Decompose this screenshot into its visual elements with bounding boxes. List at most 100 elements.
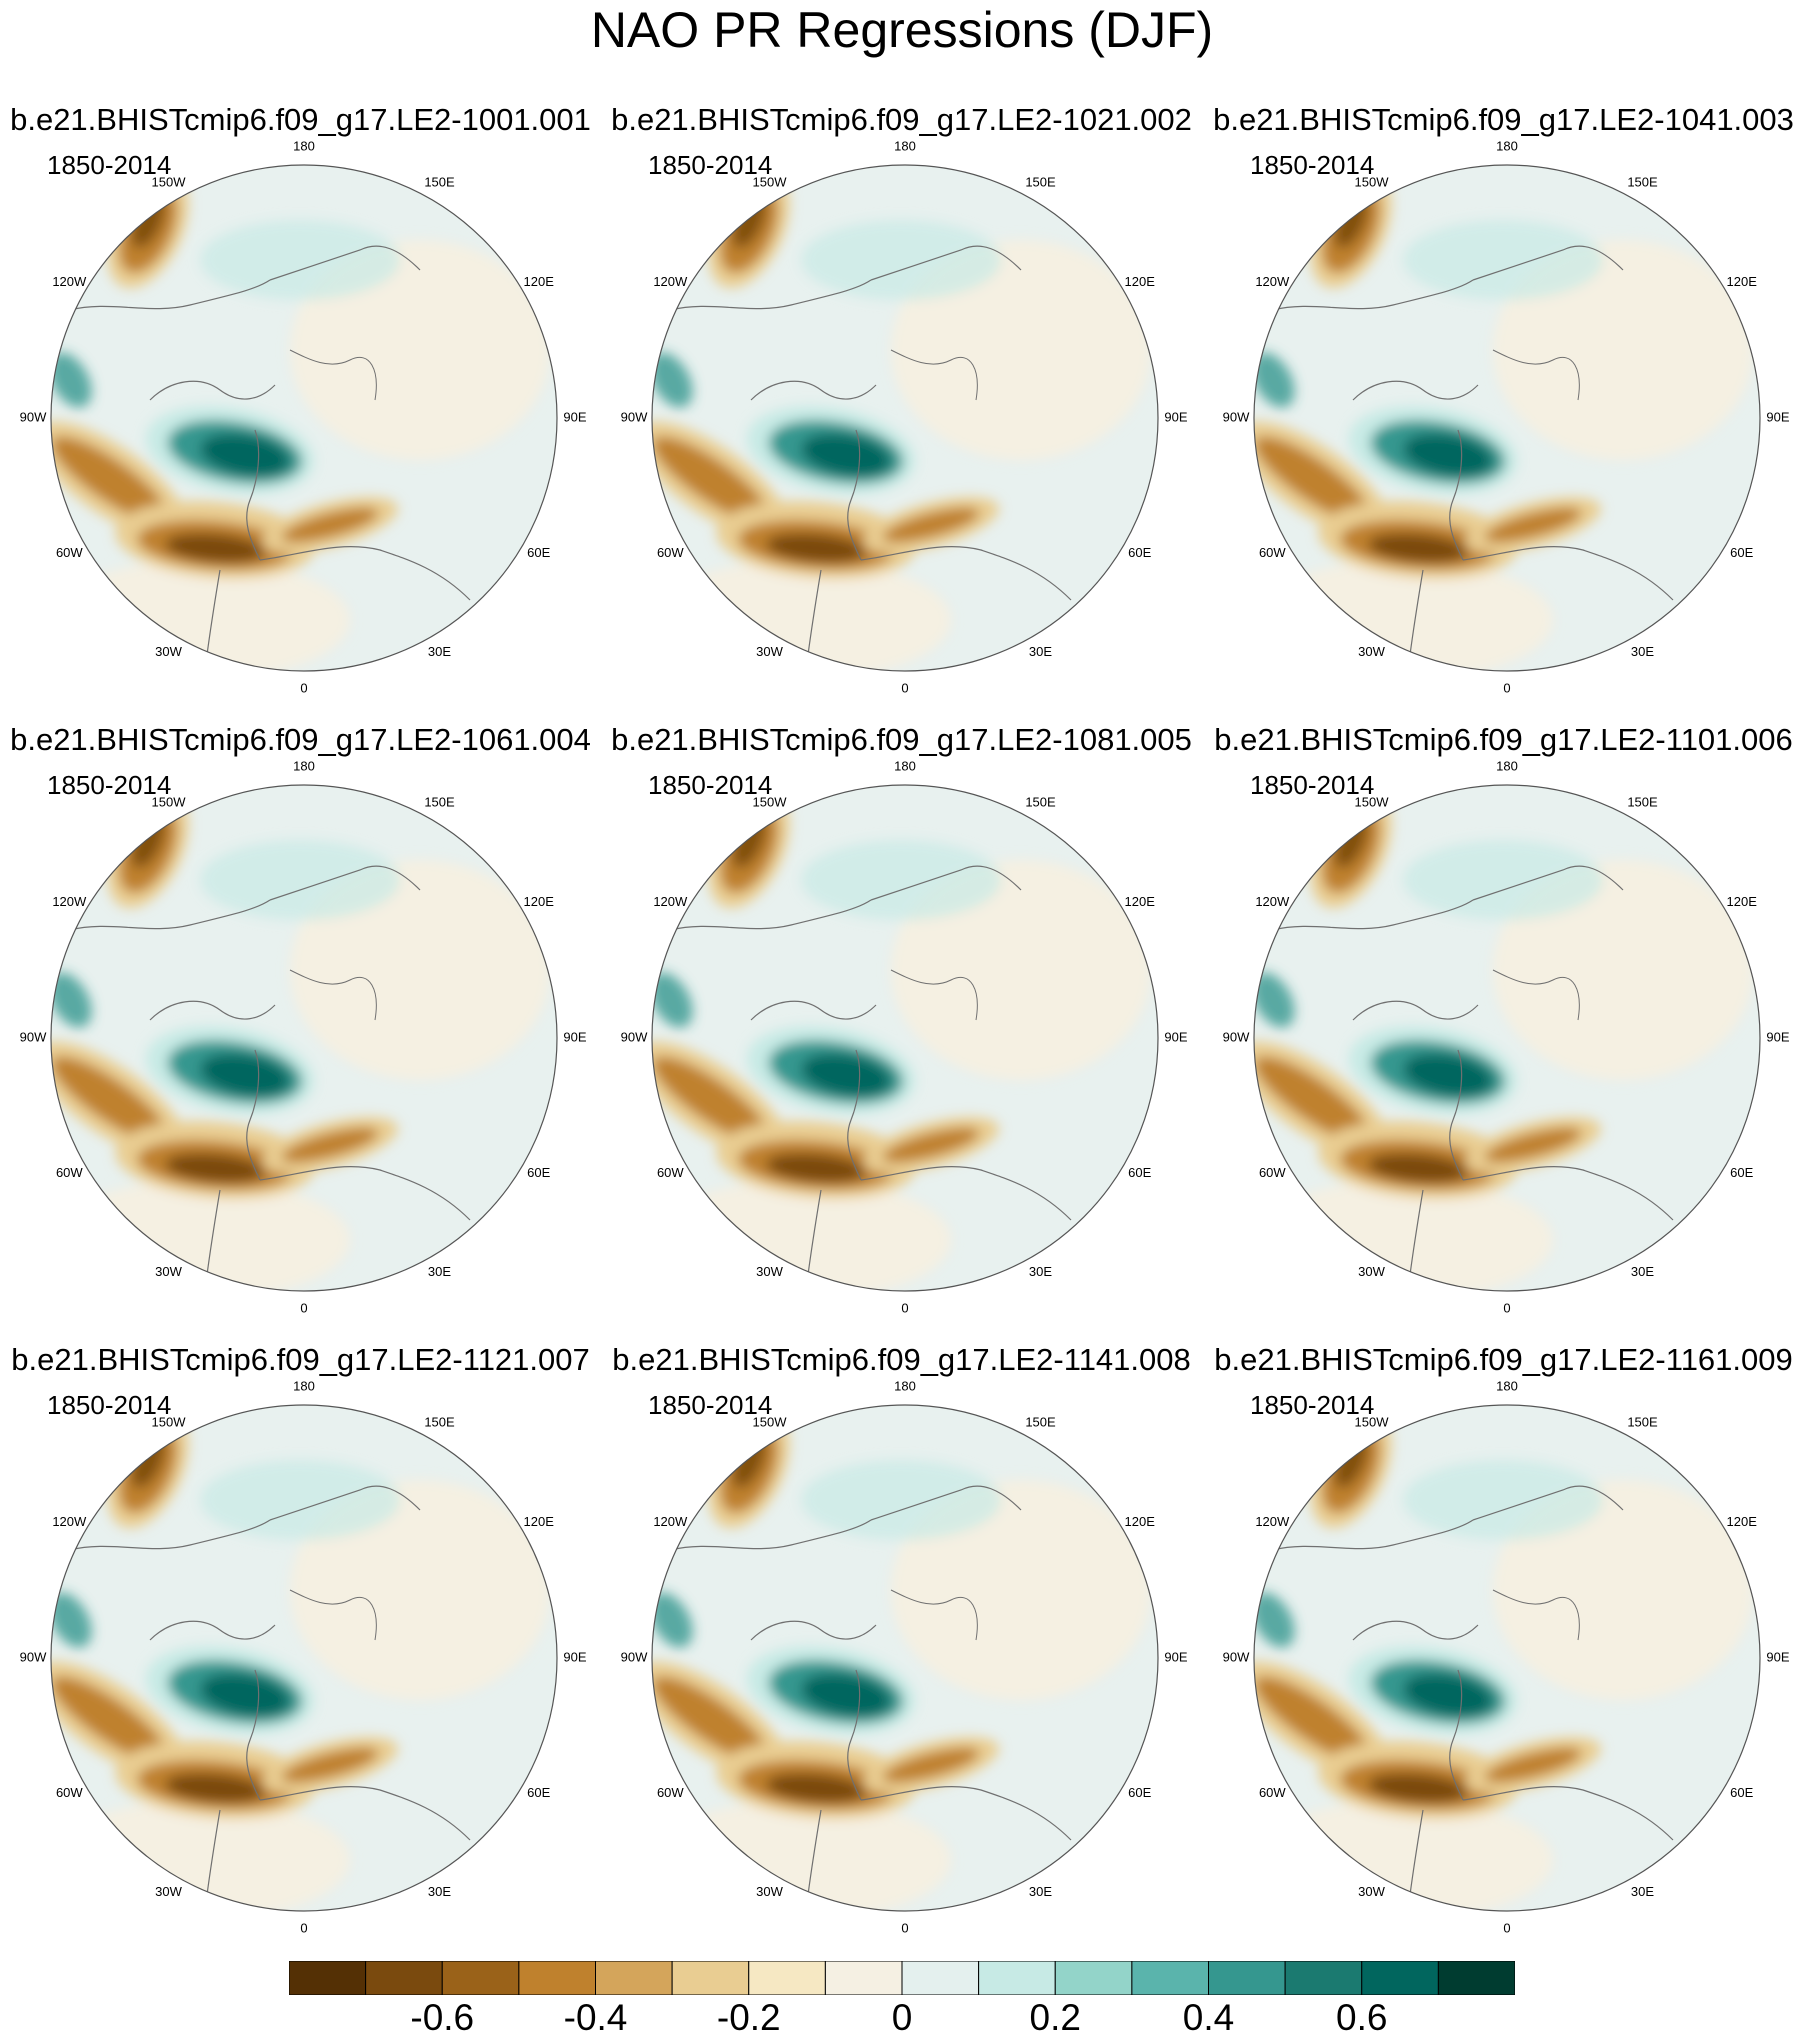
coastline <box>246 429 261 561</box>
europe-negative <box>281 507 379 543</box>
figure-title: NAO PR Regressions (DJF) <box>590 2 1214 58</box>
panel-period-label: 1850-2014 <box>1250 1390 1375 1420</box>
colorbar-tick-label: -0.4 <box>563 1997 628 2038</box>
coastline <box>289 1589 377 1641</box>
longitude-label: 30E <box>1029 1884 1052 1899</box>
longitude-label: 90W <box>1223 409 1250 424</box>
longitude-label: 90W <box>621 1649 648 1664</box>
coastline <box>69 279 271 311</box>
map-border <box>651 164 1159 672</box>
longitude-label: 120W <box>52 894 87 909</box>
europe-negative <box>281 1747 379 1783</box>
coastline <box>670 279 872 311</box>
colorbar-swatch <box>365 1961 443 1995</box>
light-positive-region <box>200 1460 400 1540</box>
neutral-region <box>290 860 550 1080</box>
longitude-label: 30W <box>155 1264 182 1279</box>
longitude-label: 60E <box>527 1785 550 1800</box>
longitude-label: 90W <box>20 1649 47 1664</box>
longitude-label: 30E <box>1631 1884 1654 1899</box>
longitude-label: 150W <box>753 1415 788 1430</box>
coastline <box>1462 1786 1674 1841</box>
coastline <box>149 380 276 401</box>
longitude-label: 150E <box>424 795 455 810</box>
panel-title: b.e21.BHISTcmip6.f09_g17.LE2-1101.006 <box>1214 722 1793 757</box>
longitude-label: 150W <box>753 795 788 810</box>
longitude-label: 0 <box>901 680 908 695</box>
colorbar-tick-label: 0.6 <box>1336 1997 1388 2038</box>
atlantic-negative <box>766 533 866 563</box>
north-atlantic-positive <box>1403 1053 1493 1097</box>
neutral-region <box>891 860 1151 1080</box>
longitude-label: 60E <box>527 545 550 560</box>
longitude-label: 60W <box>56 1785 83 1800</box>
polar-map: 180 150E 120E 90E 60E 30E 0 30W 60W 90W 120W 150W <box>621 758 1188 1315</box>
atlantic-negative <box>1368 1773 1468 1803</box>
map-panel: b.e21.BHISTcmip6.f09_g17.LE2-1121.007 180… <box>0 1340 601 1960</box>
longitude-label: 90W <box>20 409 47 424</box>
panel-period-label: 1850-2014 <box>648 150 773 180</box>
longitude-label: 120E <box>1727 894 1758 909</box>
coastline <box>269 1485 421 1521</box>
colorbar-swatch <box>518 1961 596 1995</box>
longitude-label: 60W <box>1259 1165 1286 1180</box>
colorbar-tick-label: 0.4 <box>1182 1997 1235 2038</box>
neutral-region <box>891 1480 1151 1700</box>
light-positive-region <box>1403 1460 1603 1540</box>
longitude-label: 90W <box>621 409 648 424</box>
map-border <box>651 784 1159 1292</box>
longitude-label: 90E <box>1164 1649 1187 1664</box>
longitude-label: 90E <box>1164 1029 1187 1044</box>
longitude-label: 90W <box>20 1029 47 1044</box>
longitude-label: 120W <box>653 1514 688 1529</box>
europe-negative <box>281 1127 379 1163</box>
longitude-label: 30W <box>756 644 783 659</box>
map-panel: b.e21.BHISTcmip6.f09_g17.LE2-1101.006 180… <box>1203 720 1804 1340</box>
longitude-label: 150E <box>424 1415 455 1430</box>
europe-negative <box>882 1747 980 1783</box>
longitude-label: 0 <box>1503 680 1510 695</box>
coastline <box>1449 1669 1464 1801</box>
atlantic-negative <box>51 436 169 524</box>
longitude-label: 150E <box>1025 795 1056 810</box>
panel-period-label: 1850-2014 <box>47 770 172 800</box>
polar-map: 180 150E 120E 90E 60E 30E 0 30W 60W 90W 120W 150W <box>20 138 587 695</box>
longitude-label: 30E <box>1631 644 1654 659</box>
map-panel: b.e21.BHISTcmip6.f09_g17.LE2-1021.002 180… <box>601 100 1202 720</box>
coastline <box>890 349 978 401</box>
panel-title: b.e21.BHISTcmip6.f09_g17.LE2-1041.003 <box>1213 102 1794 137</box>
map-border <box>1253 1404 1761 1912</box>
longitude-label: 150E <box>1025 1415 1056 1430</box>
longitude-label: 60W <box>657 1785 684 1800</box>
longitude-label: 30W <box>155 1884 182 1899</box>
colorbar-swatch <box>671 1961 750 1995</box>
north-atlantic-positive <box>1403 1673 1493 1717</box>
colorbar-swatch <box>595 1961 673 1995</box>
longitude-label: 90E <box>563 1649 586 1664</box>
coastline <box>847 429 862 561</box>
coastline <box>1449 1049 1464 1181</box>
longitude-label: 90E <box>563 409 586 424</box>
neutral-region <box>51 560 350 671</box>
coastline <box>1352 1620 1479 1641</box>
coastline <box>670 1519 872 1551</box>
coastline <box>259 546 471 601</box>
coastline <box>870 245 1022 281</box>
colorbar-tick-label: -0.6 <box>410 1997 475 2038</box>
coastlines <box>69 1485 471 1911</box>
panel-title: b.e21.BHISTcmip6.f09_g17.LE2-1001.001 <box>10 102 591 137</box>
colorbar-swatch <box>289 1961 367 1995</box>
longitude-label: 120W <box>1255 894 1290 909</box>
longitude-label: 60W <box>657 1165 684 1180</box>
longitude-label: 180 <box>894 1378 916 1393</box>
colorbar-swatch <box>1437 1961 1515 1995</box>
longitude-label: 90E <box>1164 409 1187 424</box>
coastline <box>246 1669 261 1801</box>
atlantic-negative <box>766 1153 866 1183</box>
panel-title: b.e21.BHISTcmip6.f09_g17.LE2-1161.009 <box>1214 1342 1793 1377</box>
longitude-label: 120W <box>653 274 688 289</box>
longitude-label: 150W <box>152 795 187 810</box>
polar-map: 180 150E 120E 90E 60E 30E 0 30W 60W 90W 120W 150W <box>1223 1378 1790 1935</box>
coastline <box>750 380 877 401</box>
longitude-label: 60E <box>1730 1785 1753 1800</box>
